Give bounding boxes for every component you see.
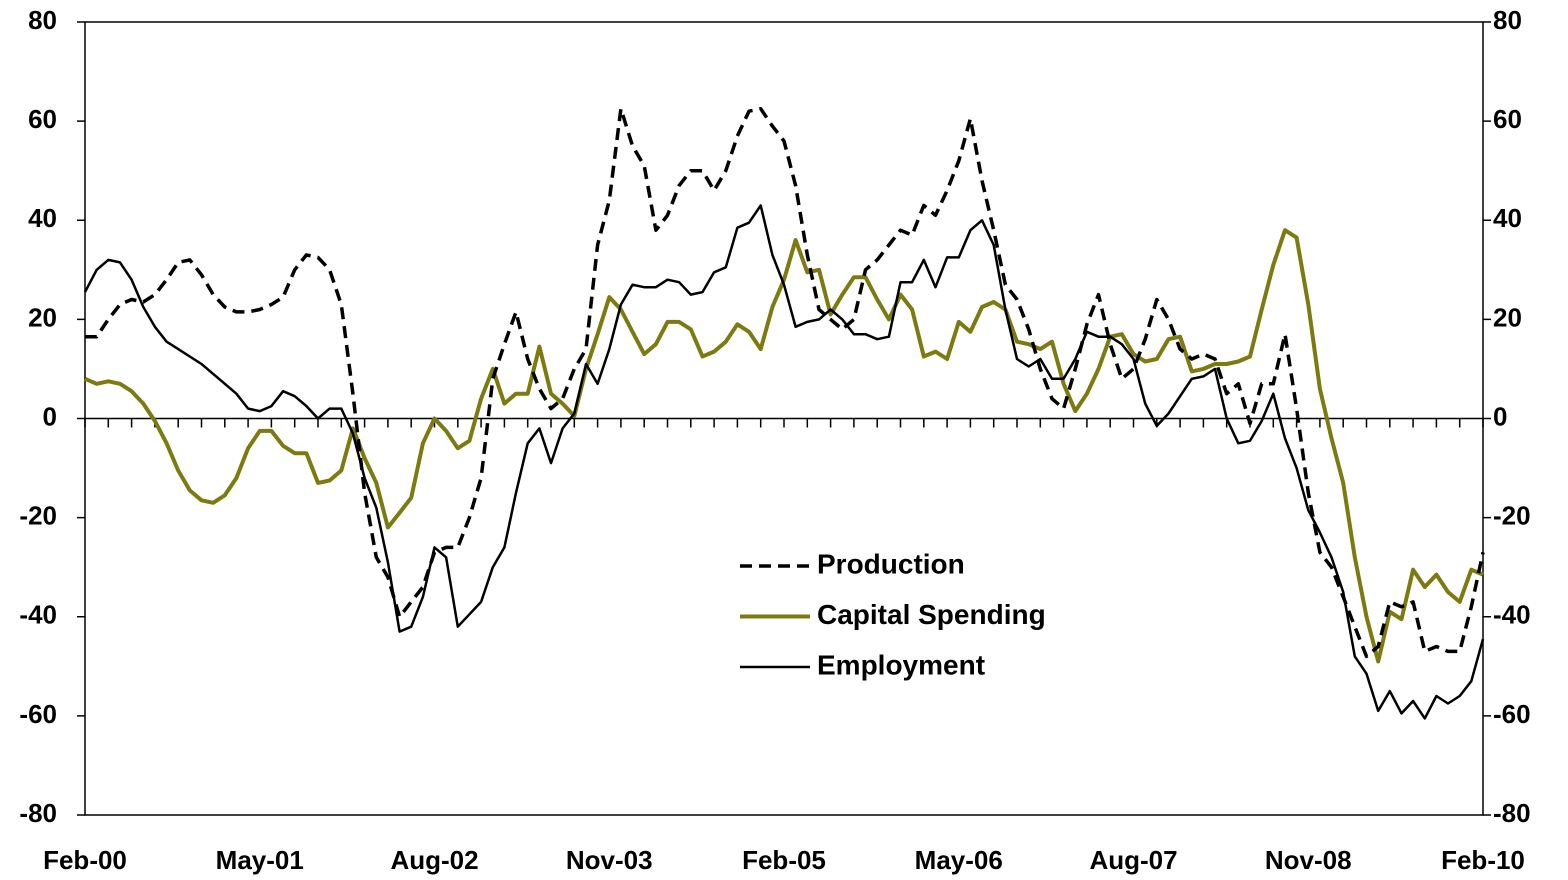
x-tick-label: Nov-03 bbox=[566, 845, 653, 875]
x-tick-label: Aug-02 bbox=[390, 845, 478, 875]
y2-tick-label: 40 bbox=[1493, 203, 1522, 233]
x-tick-label: May-06 bbox=[915, 845, 1003, 875]
y-tick-label: 80 bbox=[28, 5, 57, 35]
y2-tick-label: -80 bbox=[1493, 798, 1531, 828]
y-tick-label: -40 bbox=[19, 600, 57, 630]
x-tick-label: Aug-07 bbox=[1089, 845, 1177, 875]
y2-tick-label: 80 bbox=[1493, 5, 1522, 35]
x-tick-label: Feb-10 bbox=[1441, 845, 1525, 875]
y-tick-label: -80 bbox=[19, 798, 57, 828]
y2-tick-label: 0 bbox=[1493, 401, 1507, 431]
y2-tick-label: 20 bbox=[1493, 302, 1522, 332]
series-line bbox=[85, 106, 1485, 659]
y2-tick-label: -20 bbox=[1493, 501, 1531, 531]
y2-tick-label: -60 bbox=[1493, 699, 1531, 729]
legend-label: Production bbox=[817, 548, 965, 579]
x-tick-label: May-01 bbox=[216, 845, 304, 875]
y2-tick-label: -40 bbox=[1493, 600, 1531, 630]
y-tick-label: -20 bbox=[19, 501, 57, 531]
y-tick-label: 20 bbox=[28, 302, 57, 332]
y-tick-label: 40 bbox=[28, 203, 57, 233]
x-tick-label: Nov-08 bbox=[1265, 845, 1352, 875]
y-tick-label: -60 bbox=[19, 699, 57, 729]
legend-label: Capital Spending bbox=[817, 599, 1046, 630]
series-line bbox=[84, 228, 1484, 664]
x-tick-label: Feb-00 bbox=[43, 845, 127, 875]
x-tick-label: Feb-05 bbox=[742, 845, 826, 875]
legend-label: Employment bbox=[817, 649, 985, 680]
y2-tick-label: 60 bbox=[1493, 104, 1522, 134]
series-line bbox=[83, 204, 1485, 720]
y-tick-label: 60 bbox=[28, 104, 57, 134]
y-tick-label: 0 bbox=[43, 401, 57, 431]
